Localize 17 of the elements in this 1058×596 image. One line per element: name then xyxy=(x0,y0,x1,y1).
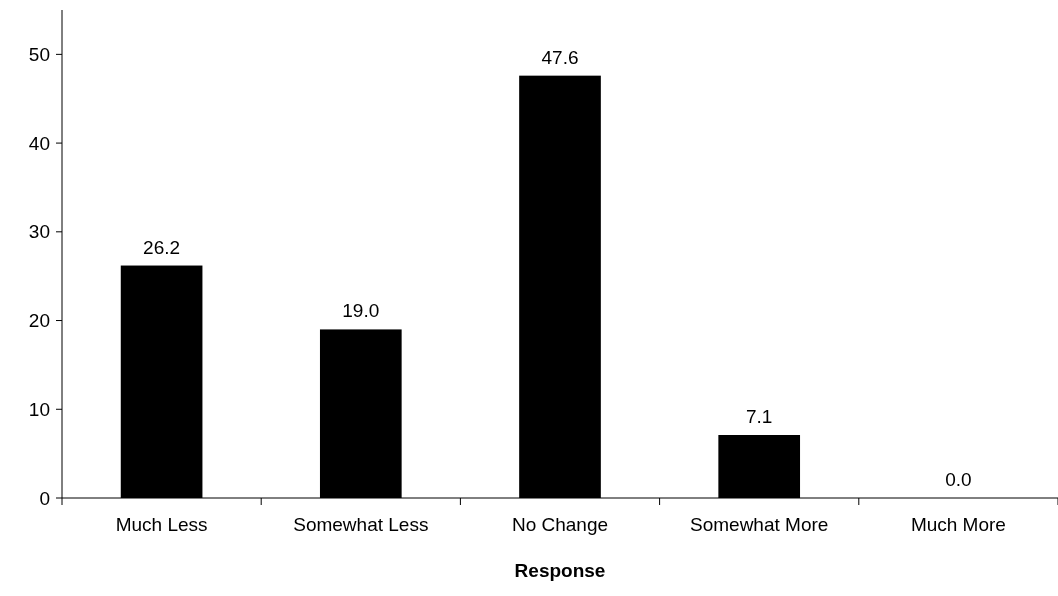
data-label: 7.1 xyxy=(745,406,773,427)
y-tick-label: 30 xyxy=(28,221,50,243)
x-tick-label: Much More xyxy=(910,514,1006,535)
x-tick-label: Somewhat More xyxy=(690,514,829,535)
data-label: 26.2 xyxy=(143,236,181,258)
y-tick-label: 20 xyxy=(28,310,50,332)
x-tick-label: Much Less xyxy=(115,514,208,535)
data-label: 47.6 xyxy=(541,46,579,68)
x-axis-title: Response xyxy=(514,560,606,581)
y-tick-label: 0 xyxy=(39,487,50,509)
y-tick-label: 10 xyxy=(28,398,50,420)
y-tick-label: 50 xyxy=(28,44,50,66)
data-label: 19.0 xyxy=(342,300,380,322)
x-tick-label: Somewhat Less xyxy=(293,514,429,535)
x-tick-label: No Change xyxy=(511,514,609,535)
data-label: 0.0 xyxy=(945,469,972,490)
y-tick-label: 40 xyxy=(28,132,50,154)
